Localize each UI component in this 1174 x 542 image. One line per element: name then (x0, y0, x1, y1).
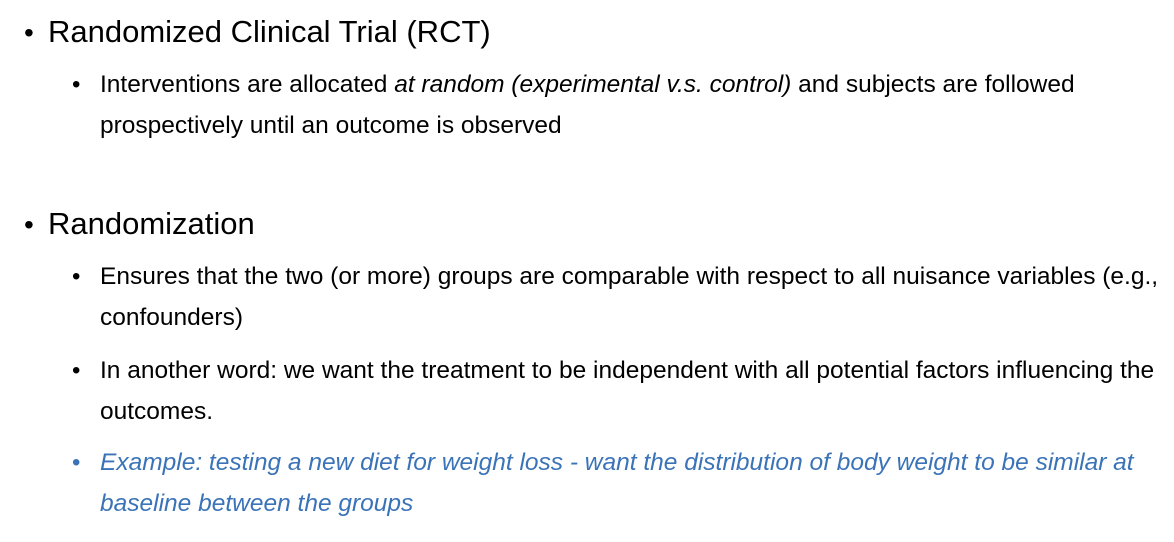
sub-bullet-comparable-groups: • Ensures that the two (or more) groups … (72, 256, 1167, 338)
sub-bullet-dot-icon: • (72, 71, 81, 98)
bullet-randomization: • Randomization (24, 205, 255, 244)
sub-bullet-rct-definition: • Interventions are allocated at random … (72, 64, 1167, 146)
bullet-dot-icon: • (24, 209, 34, 240)
rct-text-post: and subjects are followed prospectively … (100, 71, 1075, 139)
sub-bullet-example-text: Example: testing a new diet for weight l… (100, 449, 1134, 517)
rct-text-pre: Interventions are allocated (100, 71, 395, 98)
bullet-randomization-title: Randomization (48, 206, 255, 241)
bullet-rct-title: Randomized Clinical Trial (RCT) (48, 14, 491, 49)
bullet-rct: • Randomized Clinical Trial (RCT) (24, 13, 491, 52)
sub-bullet-example: • Example: testing a new diet for weight… (72, 442, 1167, 524)
sub-bullet-text: Ensures that the two (or more) groups ar… (100, 263, 1159, 331)
sub-bullet-independence: • In another word: we want the treatment… (72, 350, 1167, 432)
rct-text-italic: at random (experimental v.s. control) (394, 71, 792, 98)
sub-bullet-dot-icon: • (72, 263, 81, 290)
sub-bullet-dot-icon: • (72, 357, 81, 384)
sub-bullet-text: In another word: we want the treatment t… (100, 357, 1155, 425)
bullet-dot-icon: • (24, 17, 34, 48)
sub-bullet-dot-icon: • (72, 449, 81, 476)
sub-bullet-text: Interventions are allocated at random (e… (72, 64, 1167, 146)
